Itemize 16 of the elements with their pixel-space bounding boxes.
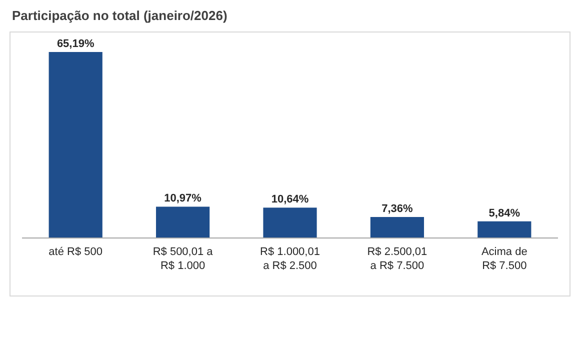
x-tick-label: R$ 1.000,01 a R$ 2.500 <box>260 246 320 272</box>
x-tick-label: R$ 500,01 a R$ 1.000 <box>152 246 214 272</box>
bar <box>478 221 532 238</box>
bar <box>370 217 424 238</box>
data-label: 7,36% <box>382 203 414 215</box>
data-label: 65,19% <box>56 38 94 50</box>
bar <box>48 52 102 238</box>
data-label: 10,64% <box>271 194 309 206</box>
bar <box>263 208 317 238</box>
x-tick-label: R$ 2.500,01 a R$ 7.500 <box>367 246 428 272</box>
chart-title: Participação no total (janeiro/2026) <box>12 8 228 23</box>
x-tick-label: até R$ 500 <box>48 246 103 258</box>
data-label: 5,84% <box>488 207 520 220</box>
x-tick-label: Acima de R$ 7.500 <box>481 246 528 272</box>
data-label: 10,97% <box>164 192 202 205</box>
bar <box>156 206 210 238</box>
